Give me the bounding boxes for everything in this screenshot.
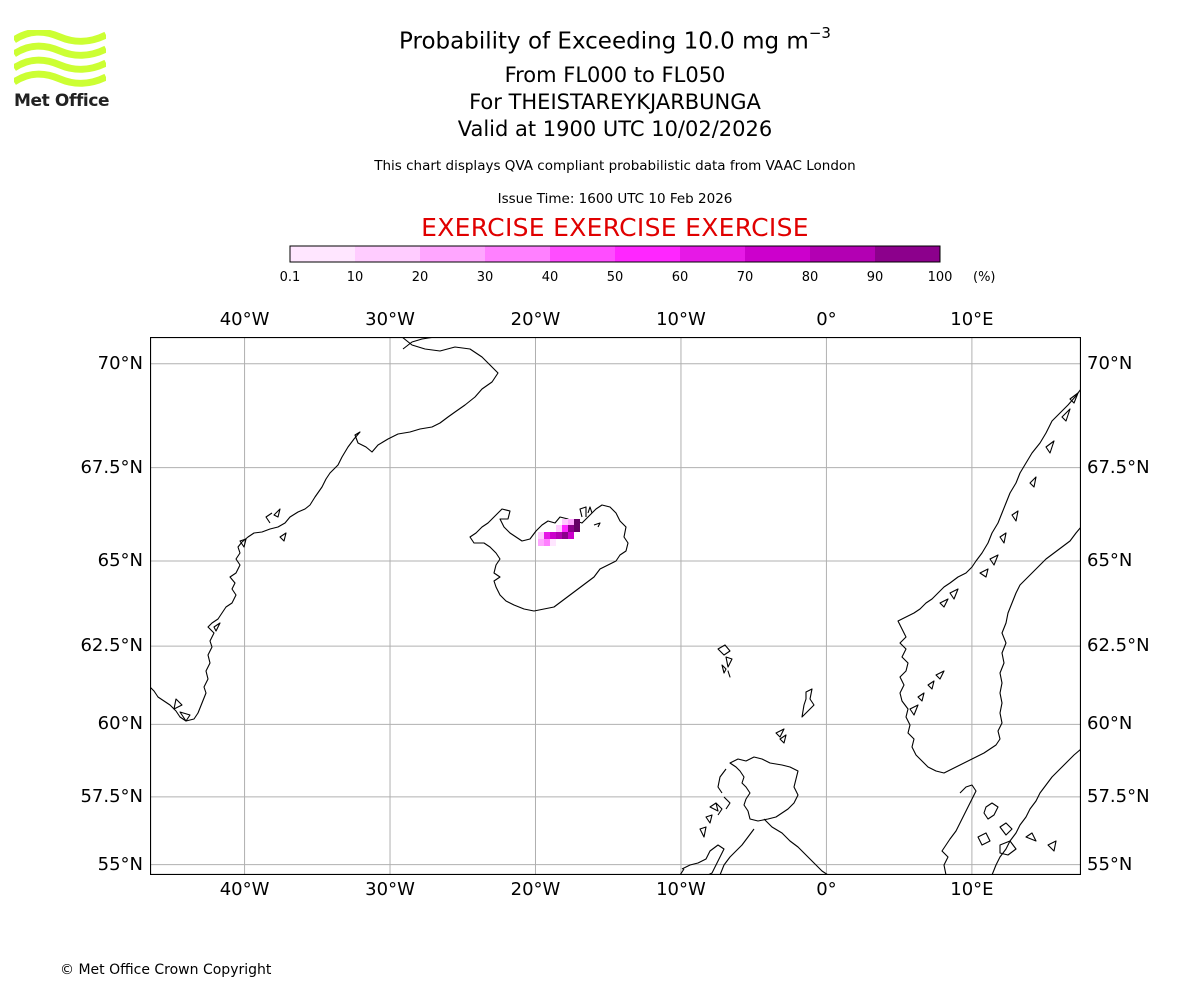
longitude-label: 30°W xyxy=(365,879,415,900)
latitude-label-left: 70°N xyxy=(97,352,143,374)
volcano-name: For THEISTAREYKJARBUNGA xyxy=(469,90,761,114)
chart-title: Probability of Exceeding 10.0 mg m−3 xyxy=(399,24,831,55)
colorbar-tick-label: 30 xyxy=(476,270,494,285)
ash-probability-field xyxy=(538,519,580,546)
colorbar-segment xyxy=(810,246,875,262)
issue-time: Issue Time: 1600 UTC 10 Feb 2026 xyxy=(497,191,733,207)
faroe-islands-coastline xyxy=(717,644,733,678)
colorbar-segment xyxy=(485,246,550,262)
latitude-label-left: 67.5°N xyxy=(80,456,143,478)
norway-coastline xyxy=(897,388,1081,774)
colorbar-tick-label: 20 xyxy=(411,270,429,285)
longitude-label: 10°E xyxy=(950,879,994,900)
ash-probability-cell xyxy=(544,532,550,539)
ash-probability-cell xyxy=(550,539,556,546)
longitude-label: 20°W xyxy=(510,879,561,900)
greenland-coastline xyxy=(150,337,499,722)
colorbar-segment xyxy=(290,246,355,262)
ash-probability-cell xyxy=(562,532,568,539)
ash-probability-cell xyxy=(574,525,580,532)
colorbar-segment xyxy=(680,246,745,262)
colorbar-tick-label: 0.1 xyxy=(279,270,301,285)
longitude-label: 40°W xyxy=(219,879,270,900)
graticule xyxy=(150,337,1081,875)
ash-probability-cell xyxy=(562,519,568,525)
colorbar-segment xyxy=(615,246,680,262)
latitude-label-left: 55°N xyxy=(97,853,143,875)
colorbar-segment xyxy=(875,246,940,262)
map-frame xyxy=(150,337,1081,875)
colorbar-frame xyxy=(289,245,941,263)
longitude-label: 40°W xyxy=(219,309,270,330)
denmark-coastline xyxy=(941,784,1037,875)
latitude-label-right: 62.5°N xyxy=(1087,635,1150,657)
copyright-notice: © Met Office Crown Copyright xyxy=(60,962,272,978)
ireland-coastline xyxy=(679,844,725,875)
colorbar-tick-label: 90 xyxy=(866,270,884,285)
colorbar-segment xyxy=(355,246,420,262)
latitude-label-left: 57.5°N xyxy=(80,785,143,807)
longitude-label: 10°W xyxy=(656,879,706,900)
latitude-label-left: 60°N xyxy=(97,713,143,735)
latitude-label-right: 65°N xyxy=(1087,550,1133,572)
met-office-logo-text: Met Office xyxy=(14,91,110,111)
longitude-label: 0° xyxy=(816,309,837,330)
colorbar-tick-label: 40 xyxy=(541,270,559,285)
ash-probability-cell xyxy=(556,532,562,539)
longitude-label: 20°W xyxy=(510,309,561,330)
colorbar-segment xyxy=(420,246,485,262)
exercise-banner: EXERCISE EXERCISE EXERCISE xyxy=(421,213,809,242)
colorbar-tick-label: 70 xyxy=(736,270,754,285)
colorbar-tick-label: 80 xyxy=(801,270,819,285)
latitude-label-right: 57.5°N xyxy=(1087,785,1150,807)
latitude-label-right: 55°N xyxy=(1087,853,1133,875)
title-superscript: −3 xyxy=(808,24,831,42)
colorbar-tick-label: 100 xyxy=(927,270,953,285)
latitude-label-right: 70°N xyxy=(1087,352,1133,374)
latitude-label-right: 67.5°N xyxy=(1087,456,1150,478)
latitude-label-right: 60°N xyxy=(1087,713,1133,735)
longitude-label: 10°E xyxy=(950,309,994,330)
latitude-label-left: 65°N xyxy=(97,550,143,572)
flight-level-range: From FL000 to FL050 xyxy=(504,63,726,87)
longitude-label: 10°W xyxy=(656,309,706,330)
ash-probability-cell xyxy=(574,519,580,525)
iceland-coastline xyxy=(469,504,629,612)
colorbar-tick-label: 60 xyxy=(671,270,689,285)
ash-probability-cell xyxy=(562,525,568,532)
ash-probability-cell xyxy=(538,539,544,546)
colorbar-segment xyxy=(745,246,810,262)
britain-coastline xyxy=(719,756,829,875)
longitude-label: 0° xyxy=(816,879,837,900)
ash-probability-cell xyxy=(556,525,562,532)
colorbar-segment xyxy=(550,246,615,262)
shetland-coastline xyxy=(801,688,815,718)
ash-probability-cell xyxy=(550,532,556,539)
ash-probability-cell xyxy=(568,519,574,525)
chart-description: This chart displays QVA compliant probab… xyxy=(374,158,856,174)
colorbar-tick-label: 10 xyxy=(346,270,364,285)
sweden-coastline xyxy=(991,748,1081,875)
valid-time: Valid at 1900 UTC 10/02/2026 xyxy=(457,117,773,141)
ash-probability-cell xyxy=(568,525,574,532)
met-office-logo xyxy=(14,30,106,87)
ash-probability-cell xyxy=(568,532,574,539)
map-panel xyxy=(150,337,1081,875)
colorbar-tick-label: 50 xyxy=(606,270,624,285)
colorbar-unit: (%) xyxy=(973,270,996,285)
colorbar xyxy=(289,245,941,263)
ash-probability-cell xyxy=(538,532,544,539)
latitude-label-left: 62.5°N xyxy=(80,635,143,657)
ash-probability-cell xyxy=(544,539,550,546)
longitude-label: 30°W xyxy=(365,309,415,330)
